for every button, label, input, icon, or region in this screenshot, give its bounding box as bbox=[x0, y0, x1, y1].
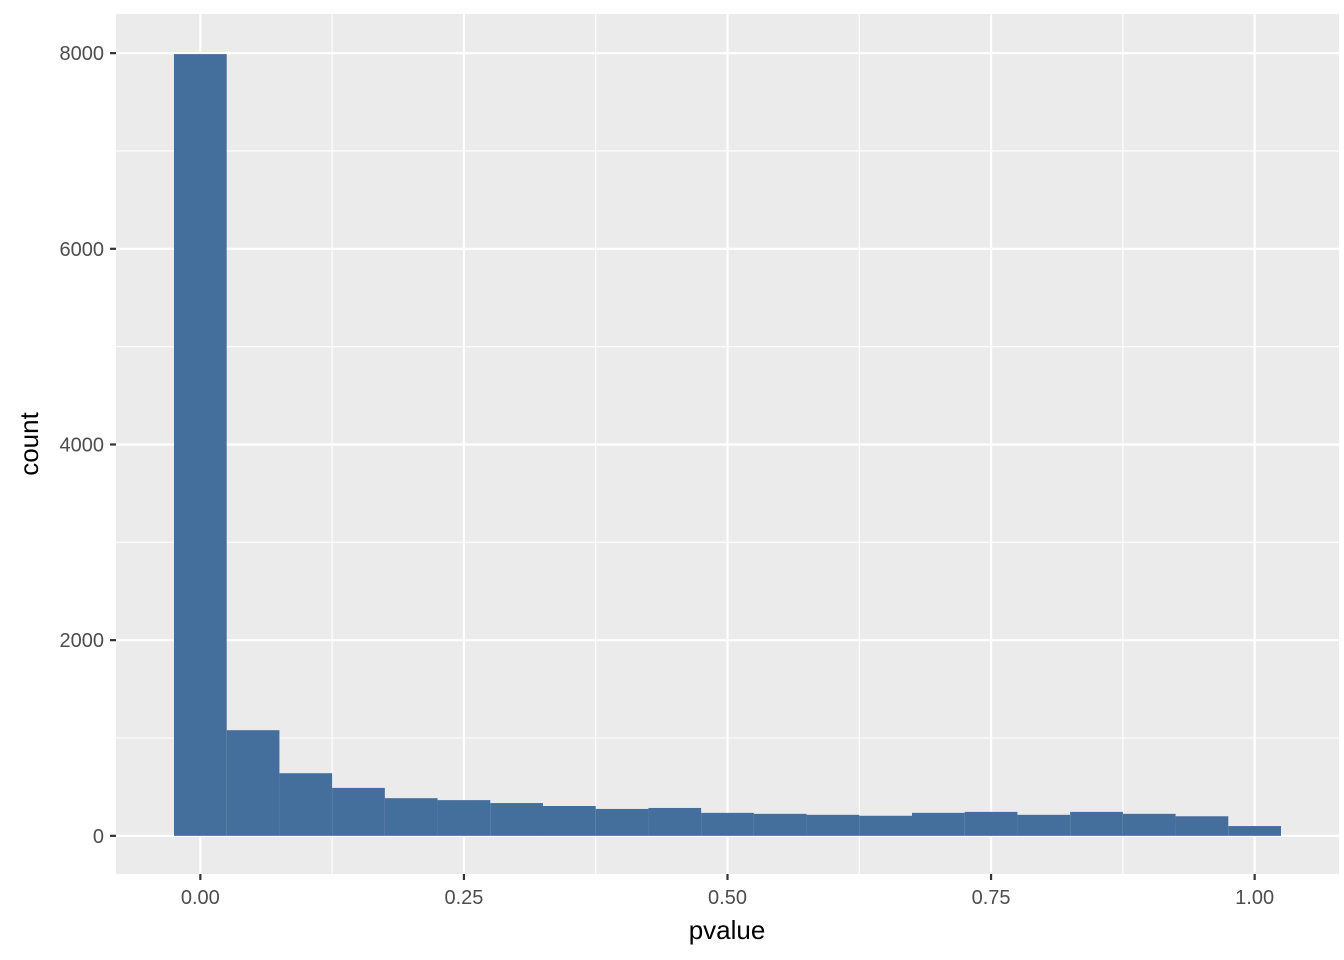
histogram-bar bbox=[648, 807, 702, 836]
histogram-bar bbox=[490, 803, 543, 836]
x-tick-label: 0.00 bbox=[181, 887, 220, 909]
x-axis-title: pvalue bbox=[689, 915, 766, 945]
histogram-bar bbox=[859, 815, 913, 836]
x-tick-label: 0.50 bbox=[708, 887, 747, 909]
x-tick-label: 0.25 bbox=[444, 887, 483, 909]
y-tick-label: 4000 bbox=[60, 434, 105, 456]
histogram-bar bbox=[964, 811, 1018, 836]
histogram-bar bbox=[753, 813, 807, 836]
histogram-bar bbox=[332, 787, 385, 836]
histogram-bar bbox=[701, 812, 754, 836]
histogram-bar bbox=[173, 54, 227, 836]
histogram-bar bbox=[1070, 811, 1123, 836]
histogram-bar bbox=[595, 808, 649, 836]
y-tick-label: 8000 bbox=[60, 43, 105, 65]
y-axis-title: count bbox=[14, 411, 44, 475]
x-tick-label: 1.00 bbox=[1235, 887, 1274, 909]
y-tick-label: 0 bbox=[93, 826, 104, 848]
y-tick-label: 6000 bbox=[60, 239, 105, 261]
histogram-bar bbox=[226, 730, 280, 836]
x-tick-label: 0.75 bbox=[972, 887, 1011, 909]
histogram-bar bbox=[279, 773, 333, 836]
histogram-bar bbox=[806, 814, 860, 836]
histogram-bar bbox=[1122, 813, 1176, 836]
histogram-bar bbox=[437, 800, 491, 836]
histogram-bar bbox=[1228, 826, 1282, 836]
histogram-bars bbox=[173, 54, 1282, 836]
histogram-bar bbox=[384, 798, 438, 836]
histogram-bar bbox=[542, 806, 596, 836]
histogram-bar bbox=[912, 812, 965, 836]
y-axis: 0 2000 4000 6000 8000 bbox=[60, 43, 116, 848]
histogram-bar bbox=[1175, 816, 1229, 836]
y-tick-label: 2000 bbox=[60, 630, 105, 652]
histogram-bar bbox=[1017, 814, 1071, 836]
x-axis: 0.00 0.25 0.50 0.75 1.00 bbox=[181, 874, 1274, 909]
